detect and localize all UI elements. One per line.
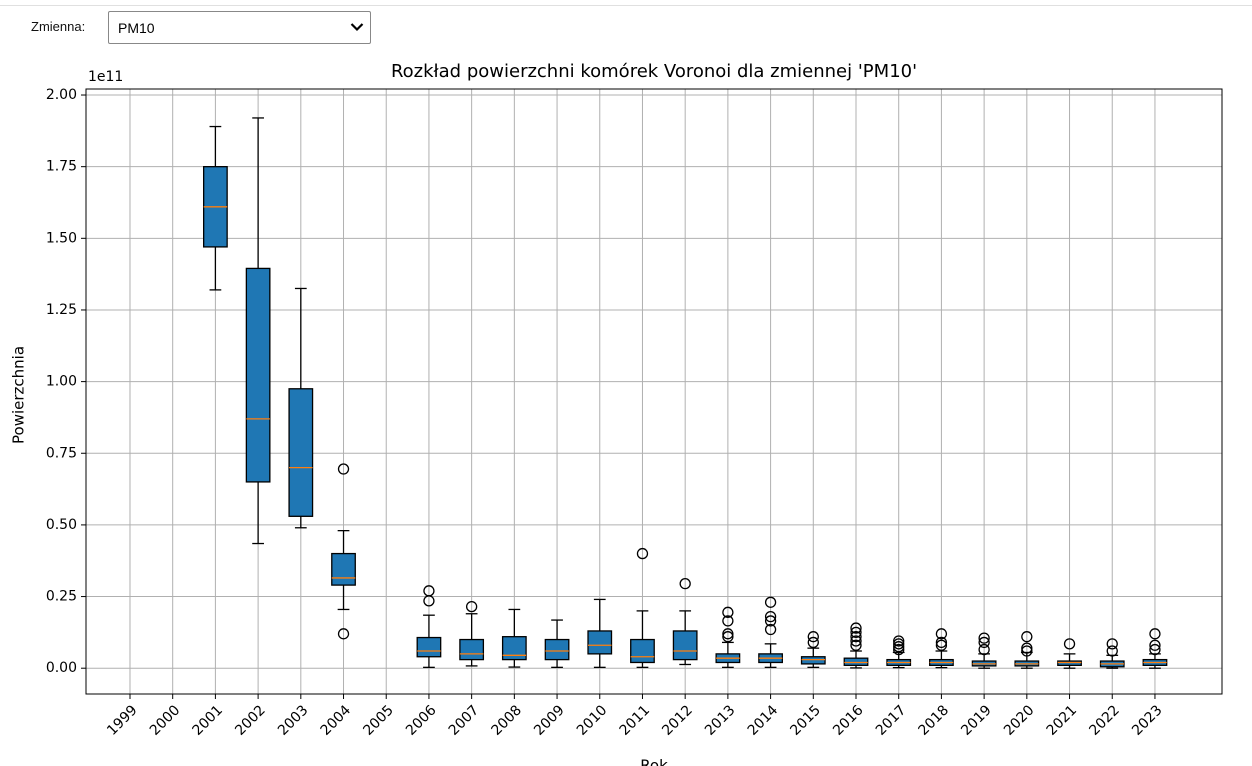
flier	[850, 626, 862, 639]
flier	[1106, 638, 1118, 650]
box	[672, 630, 698, 661]
box	[501, 636, 527, 661]
x-tick-label: 2006	[403, 702, 440, 739]
box	[1057, 660, 1082, 666]
flier	[722, 631, 734, 643]
box	[459, 638, 485, 661]
x-tick-label: 2015	[787, 702, 824, 739]
x-tick-label: 2008	[488, 702, 525, 739]
x-tick-label: 2018	[916, 702, 953, 739]
flier	[1149, 643, 1161, 656]
x-tick-label: 2005	[360, 702, 397, 739]
flier	[764, 623, 777, 636]
flier	[850, 635, 862, 647]
x-tick-label: 1999	[104, 702, 141, 739]
flier	[893, 635, 905, 647]
flier	[935, 628, 948, 640]
flier	[1021, 642, 1033, 654]
y-tick-label: 0.00	[46, 660, 77, 676]
plot-frame	[85, 88, 1223, 695]
flier	[850, 639, 862, 651]
flier	[893, 643, 905, 656]
x-tick-label: 2017	[873, 702, 910, 739]
y-tick-label: 0.50	[46, 517, 77, 533]
x-tick-label: 2009	[531, 702, 568, 739]
y-axis-label: Powierzchnia	[10, 346, 28, 444]
x-tick-label: 2019	[958, 702, 995, 739]
flier	[807, 636, 819, 649]
flier	[850, 622, 862, 634]
box	[416, 636, 442, 658]
x-tick-label: 2004	[318, 702, 355, 739]
x-tick-label: 2016	[830, 702, 867, 739]
x-tick-label: 2002	[232, 702, 269, 739]
flier	[1149, 639, 1161, 651]
variable-dropdown[interactable]: PM10	[108, 11, 371, 44]
flier	[722, 606, 734, 618]
flier	[337, 463, 350, 475]
chart-title: Rozkład powierzchni komórek Voronoi dla …	[391, 61, 917, 82]
box	[245, 267, 271, 483]
x-tick-label: 2003	[275, 702, 312, 739]
flier	[978, 643, 990, 656]
flier	[764, 610, 777, 623]
y-tick-label: 2.00	[46, 87, 77, 103]
y-tick-label: 0.75	[46, 445, 77, 461]
box	[587, 630, 613, 655]
box	[288, 388, 314, 517]
flier	[764, 596, 777, 608]
x-tick-label: 2007	[446, 702, 483, 739]
x-tick-label: 2022	[1086, 702, 1123, 739]
flier	[423, 585, 435, 597]
flier	[465, 600, 478, 613]
y-offset-label: 1e11	[88, 69, 123, 85]
dropdown-chevron	[350, 23, 364, 32]
x-tick-label: 2011	[617, 702, 654, 739]
x-tick-label: 2012	[659, 702, 696, 739]
flier	[1063, 638, 1076, 650]
y-tick-label: 0.25	[46, 589, 77, 605]
box	[331, 552, 356, 586]
flier	[679, 578, 691, 590]
x-tick-label: 2023	[1129, 702, 1166, 739]
flier	[1149, 628, 1161, 640]
x-tick-label: 2001	[190, 702, 227, 739]
box	[843, 657, 869, 666]
x-tick-label: 2010	[574, 702, 611, 739]
y-tick-label: 1.50	[46, 230, 77, 246]
x-tick-label: 2013	[702, 702, 739, 739]
flier	[1106, 645, 1118, 657]
flier	[935, 636, 948, 649]
box	[630, 638, 655, 664]
x-tick-label: 2014	[745, 702, 782, 739]
dropdown-label: Zmienna:	[31, 19, 86, 34]
y-tick-label: 1.00	[46, 374, 77, 390]
flier	[935, 639, 948, 651]
flier	[636, 547, 649, 560]
flier	[764, 615, 777, 627]
flier	[722, 628, 734, 640]
flier	[722, 615, 734, 627]
flier	[1021, 631, 1033, 643]
y-tick-label: 1.25	[46, 302, 77, 318]
y-tick-label: 1.75	[46, 159, 77, 175]
box	[800, 656, 826, 665]
x-tick-label: 2020	[1001, 702, 1038, 739]
flier	[807, 631, 819, 643]
dropdown-value: PM10	[118, 20, 155, 36]
x-tick-label: 2021	[1044, 702, 1081, 739]
flier	[978, 636, 990, 649]
top-border	[0, 5, 1252, 6]
flier	[337, 628, 350, 640]
flier	[850, 631, 862, 643]
flier	[893, 641, 905, 653]
flier	[1021, 645, 1033, 657]
flier	[978, 632, 990, 644]
x-axis-label: Rok	[640, 757, 668, 766]
flier	[893, 638, 905, 650]
x-tick-label: 2000	[147, 702, 184, 739]
box	[544, 638, 570, 661]
